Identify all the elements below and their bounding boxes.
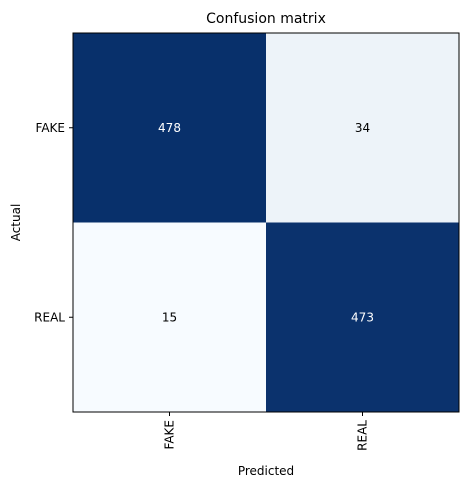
heatmap-cell xyxy=(73,222,266,412)
y-axis-ticks: FAKE REAL xyxy=(34,121,73,324)
x-axis-ticks: FAKE REAL xyxy=(163,412,370,451)
x-tick-label: REAL xyxy=(356,420,370,451)
cell-value-label: 478 xyxy=(158,121,181,135)
heatmap-cells: 478 34 15 473 xyxy=(73,33,459,412)
y-tick-label: FAKE xyxy=(36,121,65,135)
chart-title: Confusion matrix xyxy=(206,11,326,27)
heatmap-cell xyxy=(266,222,459,412)
x-axis-label: Predicted xyxy=(238,464,294,478)
cell-value-label: 473 xyxy=(351,310,374,324)
x-tick-label: FAKE xyxy=(163,420,177,449)
plot-frame xyxy=(72,32,460,413)
cell-value-label: 34 xyxy=(355,121,370,135)
y-axis-label: Actual xyxy=(9,204,23,242)
heatmap-cell xyxy=(266,33,459,223)
cell-value-label: 15 xyxy=(162,310,177,324)
heatmap-cell xyxy=(73,33,266,223)
y-tick-label: REAL xyxy=(34,310,65,324)
